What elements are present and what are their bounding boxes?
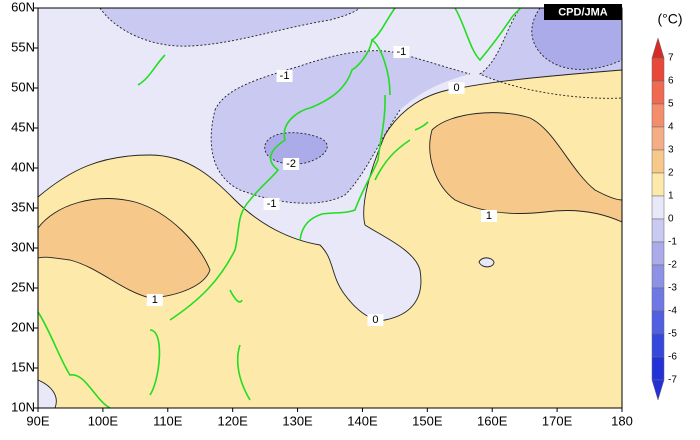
colorbar-segment [651, 126, 665, 151]
lat-label: 45N [11, 119, 35, 134]
colorbar-label: -6 [668, 352, 677, 363]
lon-label: 90E [26, 413, 49, 428]
colorbar-label: -2 [668, 260, 677, 271]
coastline [37, 38, 391, 409]
positive-1-area [429, 112, 622, 222]
colorbar-segment [651, 241, 665, 266]
colorbar-segment [651, 379, 665, 401]
contour-label-bg [367, 314, 384, 326]
lat-label: 50N [11, 79, 35, 94]
colorbar-label: 6 [668, 76, 674, 87]
lon-label: 170E [542, 413, 573, 428]
lon-label: 120E [217, 413, 248, 428]
contour-label: 1 [152, 294, 158, 306]
map-field [37, 7, 623, 409]
colorbar-label: 1 [668, 191, 674, 202]
colorbar-segment [651, 264, 665, 289]
contour-label: -1 [396, 46, 406, 58]
colorbar-label: 4 [668, 122, 674, 133]
colorbar-segment [651, 57, 665, 82]
contour-label-bg [283, 158, 300, 170]
negative-2-area [264, 132, 328, 165]
colorbar-segment [651, 310, 665, 335]
positive-1-area [38, 198, 210, 298]
colorbar-label: -5 [668, 329, 677, 340]
lon-label: 140E [347, 413, 378, 428]
colorbar-segment [651, 80, 665, 105]
contour-line [37, 198, 211, 299]
lat-label: 30N [11, 239, 35, 254]
contour-label: 0 [372, 314, 378, 326]
colorbar-segment [651, 333, 665, 358]
badge: CPD/JMA [558, 6, 608, 18]
colorbar-label: 7 [668, 53, 674, 64]
colorbar-segment [651, 103, 665, 128]
colorbar-segment [651, 37, 665, 59]
colorbar-segment [651, 356, 665, 381]
lat-label: 35N [11, 199, 35, 214]
lon-label: 180 [611, 413, 633, 428]
lon-label: 130E [282, 413, 313, 428]
contour-label: 0 [453, 82, 459, 94]
contour-line [37, 69, 623, 321]
contour-label: 1 [486, 210, 492, 222]
lat-label: 60N [11, 0, 35, 14]
colorbar-label: 5 [668, 99, 674, 110]
colorbar-label: 0 [668, 214, 674, 225]
colorbar-segment [651, 195, 665, 220]
contour-label-bg [146, 294, 163, 306]
contour-label: -1 [267, 198, 277, 210]
lat-label: 55N [11, 39, 35, 54]
colorbar-segment [651, 287, 665, 312]
contour-label-bg [276, 70, 293, 82]
contour-line [210, 50, 471, 204]
lat-label: 10N [11, 399, 35, 414]
negative-0-area [479, 257, 494, 267]
colorbar-segment [651, 172, 665, 197]
contour-label-bg [263, 198, 280, 210]
lon-label: 110E [153, 413, 183, 428]
contour-label: -2 [286, 158, 296, 170]
lat-label: 40N [11, 159, 35, 174]
colorbar-label: -4 [668, 306, 677, 317]
unit-label: (°C) [657, 11, 682, 27]
contour-label-bg [393, 46, 410, 58]
badge-box [544, 4, 622, 20]
lon-label: 150E [412, 413, 443, 428]
contour-line [37, 257, 495, 409]
negative-1-area [100, 8, 360, 47]
coastline [299, 94, 429, 241]
negative-1-area [211, 50, 470, 204]
contour-label-bg [448, 82, 465, 94]
colorbar-label: -3 [668, 283, 677, 294]
lon-label: 100E [88, 413, 119, 428]
contour-line [99, 7, 361, 47]
colorbar-label: 2 [668, 168, 674, 179]
contour-label-bg [480, 210, 497, 222]
lon-label: 160E [477, 413, 508, 428]
lat-label: 25N [11, 279, 35, 294]
lat-label: 20N [11, 319, 35, 334]
colorbar-segment [651, 149, 665, 174]
contour-line [479, 7, 623, 99]
contour-label: -1 [280, 70, 290, 82]
colorbar-segment [651, 218, 665, 243]
colorbar-label: -1 [668, 237, 677, 248]
colorbar-label: -7 [668, 375, 677, 386]
colorbar-label: 3 [668, 145, 674, 156]
negative-2-area [531, 8, 622, 70]
coastline [137, 7, 521, 401]
lat-label: 15N [11, 359, 35, 374]
